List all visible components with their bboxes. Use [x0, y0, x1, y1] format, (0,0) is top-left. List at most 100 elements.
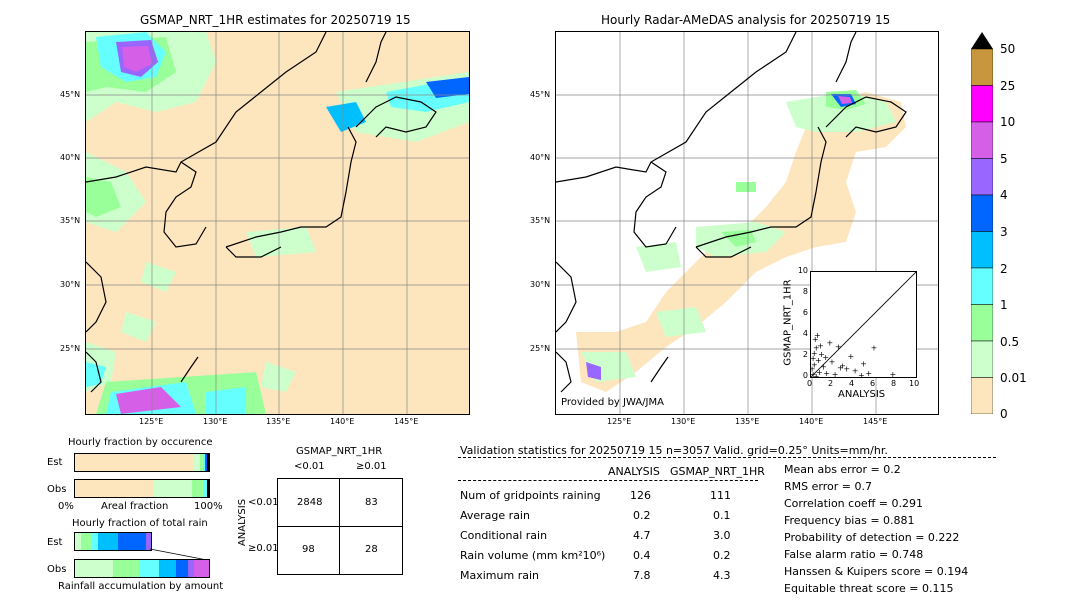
scatter-ylabel: GSMAP_NRT_1HR	[782, 279, 794, 366]
scatter-xtick: 2	[828, 379, 834, 388]
occ-title: Hourly fraction by occurence	[68, 437, 213, 448]
scatter-point: +	[858, 371, 865, 377]
right-lon-130: 130°E	[671, 417, 696, 426]
cont-title: GSMAP_NRT_1HR	[296, 446, 383, 457]
right-lat-25: 25°N	[530, 344, 551, 353]
scatter-xtick: 6	[870, 379, 876, 388]
left-lon-140: 140°E	[330, 417, 355, 426]
colorbar-segment	[970, 85, 994, 123]
validation-divider-top	[458, 457, 996, 458]
score-corr: Correlation coeff = 0.291	[784, 497, 923, 510]
stat-row-analysis: 0.2	[633, 509, 651, 522]
colorbar-segment	[970, 340, 994, 378]
cont-cell-tp: 28	[365, 544, 378, 555]
stat-row-gsmap: 0.1	[713, 509, 731, 522]
stat-row-label: Num of gridpoints raining	[460, 489, 601, 502]
validation-header: Validation statistics for 20250719 15 n=…	[460, 444, 888, 457]
cont-table: 2848 83 98 28	[277, 478, 403, 575]
scatter-xtick: 0	[807, 379, 813, 388]
right-lat-40: 40°N	[530, 153, 551, 162]
validation-divider-sub	[458, 480, 758, 481]
scatter-xlabel: ANALYSIS	[838, 389, 886, 400]
scatter-point: +	[890, 370, 897, 377]
cbar-label-0.01: 0.01	[1000, 371, 1027, 385]
right-lon-145: 145°E	[863, 417, 888, 426]
colorbar-segment	[970, 231, 994, 269]
left-lat-45: 45°N	[60, 90, 81, 99]
scatter-ytick: 0	[802, 371, 808, 380]
scatter-point: +	[829, 357, 836, 366]
scatter-point: +	[813, 344, 820, 353]
occ-obs-bar	[74, 479, 210, 498]
cont-cell-fp: 83	[365, 497, 378, 508]
validation-col-gsmap: GSMAP_NRT_1HR	[670, 465, 765, 478]
score-far: False alarm ratio = 0.748	[784, 548, 924, 561]
total-obs-bar	[74, 559, 210, 578]
score-rmse: RMS error = 0.7	[784, 480, 872, 493]
scatter-point: +	[811, 370, 816, 377]
colorbar-segment	[970, 194, 994, 232]
cont-row-axis: ANALYSIS	[237, 498, 249, 547]
colorbar-segment	[970, 121, 994, 159]
left-lat-40: 40°N	[60, 153, 81, 162]
stat-row-gsmap: 111	[710, 489, 731, 502]
right-lat-45: 45°N	[530, 90, 551, 99]
stat-row-gsmap: 0.2	[713, 549, 731, 562]
scatter-ytick: 2	[802, 350, 808, 359]
colorbar-over-arrow	[971, 32, 993, 49]
occ-est-bar	[74, 453, 210, 472]
scatter-ytick: 6	[802, 308, 808, 317]
right-map-title: Hourly Radar-AMeDAS analysis for 2025071…	[601, 13, 891, 27]
left-lon-130: 130°E	[203, 417, 228, 426]
colorbar-svg	[970, 32, 994, 415]
right-lon-140: 140°E	[799, 417, 824, 426]
scatter-point: +	[860, 359, 867, 368]
left-coastlines	[86, 32, 437, 393]
stat-row-gsmap: 3.0	[713, 529, 731, 542]
scatter-point: +	[813, 372, 820, 377]
scatter-point: +	[814, 331, 821, 340]
cont-cell-fn: 98	[302, 544, 315, 555]
scatter-xticks: 0 2 4 6 8 10	[804, 379, 924, 389]
scatter-xtick: 4	[849, 379, 855, 388]
radar-credit: Provided by JWA/JMA	[561, 397, 664, 408]
left-gridlines	[86, 32, 469, 414]
occ-est-label: Est	[47, 457, 63, 468]
stat-row-analysis: 4.7	[633, 529, 651, 542]
cbar-label-25: 25	[1000, 79, 1016, 93]
score-mae: Mean abs error = 0.2	[784, 463, 901, 476]
scatter-point: +	[827, 338, 834, 347]
total-title: Hourly fraction of total rain	[72, 518, 208, 529]
scatter-point: +	[816, 368, 823, 377]
scatter-point: +	[832, 370, 839, 377]
occ-obs-label: Obs	[47, 484, 67, 495]
left-precip-patches	[86, 32, 469, 414]
scatter-xtick: 10	[909, 379, 920, 388]
left-lat-25: 25°N	[60, 344, 81, 353]
scatter-point: +	[820, 363, 827, 372]
scatter-ytick: 8	[802, 287, 808, 296]
scatter-point: +	[823, 369, 830, 377]
scatter-point: +	[822, 353, 829, 362]
scatter-point: +	[839, 361, 846, 370]
colorbar-segment	[970, 267, 994, 305]
occ-axis-left: 0%	[58, 501, 74, 512]
cont-row-ge: ≥0.01	[248, 543, 279, 554]
cbar-label-50: 50	[1000, 42, 1016, 56]
scatter-point: +	[852, 367, 859, 376]
cbar-label-1: 1	[1000, 298, 1008, 312]
occ-axis-right: 100%	[194, 501, 223, 512]
stat-row-analysis: 126	[630, 489, 651, 502]
right-lat-30: 30°N	[530, 280, 551, 289]
stat-row-analysis: 7.8	[633, 569, 651, 582]
total-est-label: Est	[47, 537, 63, 548]
scatter-point: +	[843, 365, 850, 374]
left-lon-145: 145°E	[394, 417, 419, 426]
total-axis-caption: Rainfall accumulation by amount	[58, 581, 224, 592]
cont-row-lt: <0.01	[248, 497, 279, 508]
colorbar-segment	[970, 377, 994, 415]
cont-cell-tn: 2848	[297, 497, 323, 508]
stat-row-label: Maximum rain	[460, 569, 539, 582]
scatter-point: +	[835, 343, 842, 352]
left-lon-125: 125°E	[139, 417, 164, 426]
